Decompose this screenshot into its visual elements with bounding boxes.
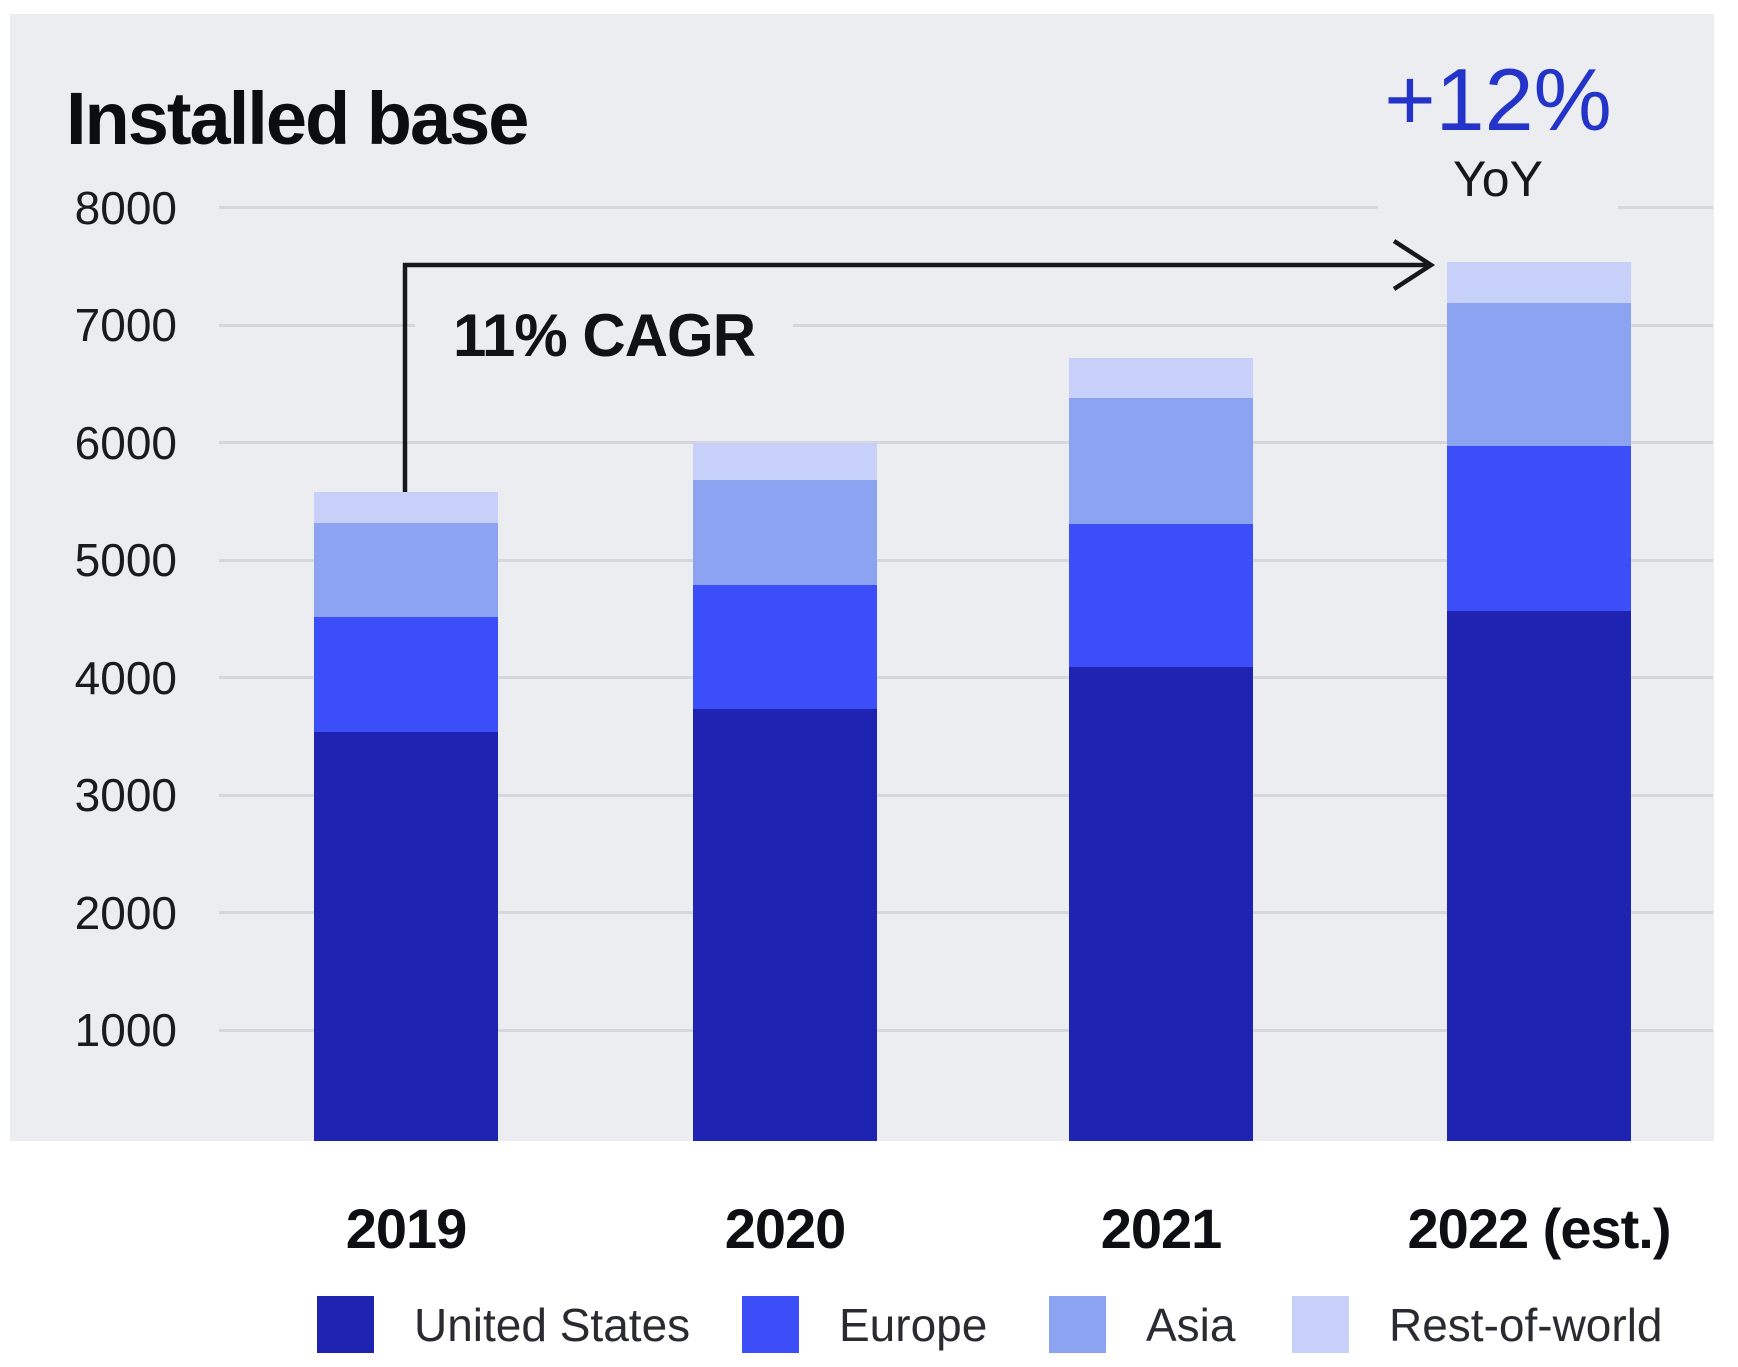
bar-segment-united-states (1447, 610, 1631, 1141)
legend-label: Rest-of-world (1389, 1298, 1663, 1351)
legend-chip-europe (742, 1296, 799, 1353)
legend-chip-rest-of-world (1292, 1296, 1349, 1353)
y-tick-label-5000: 5000 (74, 534, 177, 586)
bar-segment-europe (1069, 523, 1253, 667)
y-tick-label-3000: 3000 (74, 769, 177, 821)
chart-title: Installed base (66, 77, 529, 160)
bar-segment-asia (693, 480, 877, 585)
y-tick-label-6000: 6000 (74, 416, 177, 469)
bar-segment-europe (1447, 446, 1631, 611)
bar-segment-united-states (1069, 666, 1253, 1141)
bar-segment-rest-of-world (1447, 261, 1631, 303)
legend-item-europe: Europe (742, 1296, 987, 1353)
bar-segment-rest-of-world (693, 442, 877, 481)
bar-2022-est- (1447, 261, 1631, 1141)
gridline-1000 (219, 1028, 1713, 1032)
y-tick-label-8000: 8000 (74, 181, 177, 234)
legend-label: Europe (839, 1298, 988, 1351)
x-tick-label-3: 2021 (1100, 1197, 1223, 1260)
legend-item-rest-of-world: Rest-of-world (1292, 1296, 1663, 1353)
y-tick-label-7000: 7000 (74, 299, 177, 351)
gridline-2000 (219, 911, 1713, 914)
bar-segment-europe (693, 584, 877, 710)
legend-item-asia: Asia (1049, 1296, 1235, 1353)
x-tick-label-4: 2022 (est.) (1407, 1197, 1672, 1260)
gridline-8000 (219, 206, 1713, 209)
legend-chip-united-states (317, 1296, 374, 1353)
bar-segment-europe (314, 616, 498, 732)
gridline-4000 (219, 676, 1713, 679)
cagr-annotation-text: 11% CAGR (452, 301, 756, 369)
bar-2020 (693, 442, 877, 1141)
gridline-3000 (219, 793, 1713, 797)
bar-segment-asia (1447, 302, 1631, 446)
yoy-annotation: +12% YoY (1378, 50, 1618, 221)
y-tick-label-1000: 1000 (74, 1004, 177, 1056)
bar-segment-rest-of-world (1069, 358, 1253, 398)
y-tick-label-2000: 2000 (74, 886, 177, 939)
legend-label: Asia (1146, 1298, 1236, 1351)
bar-segment-asia (314, 522, 498, 617)
yoy-label: YoY (1453, 150, 1543, 207)
legend-label: United States (414, 1298, 691, 1351)
legend-chip-asia (1049, 1296, 1106, 1353)
x-tick-label-1: 2019 (345, 1197, 468, 1260)
bar-segment-rest-of-world (314, 492, 498, 523)
gridline-5000 (219, 558, 1713, 562)
bar-2021 (1069, 358, 1253, 1141)
y-tick-label-4000: 4000 (74, 651, 177, 704)
yoy-value: +12% (1384, 50, 1612, 149)
bar-segment-asia (1069, 397, 1253, 524)
bar-2019 (314, 492, 498, 1141)
legend-item-united-states: United States (317, 1296, 690, 1353)
bar-segment-united-states (314, 731, 498, 1141)
bar-segment-united-states (693, 709, 877, 1141)
x-tick-label-2: 2020 (724, 1197, 847, 1260)
cagr-annotation: 11% CAGR (415, 283, 793, 387)
